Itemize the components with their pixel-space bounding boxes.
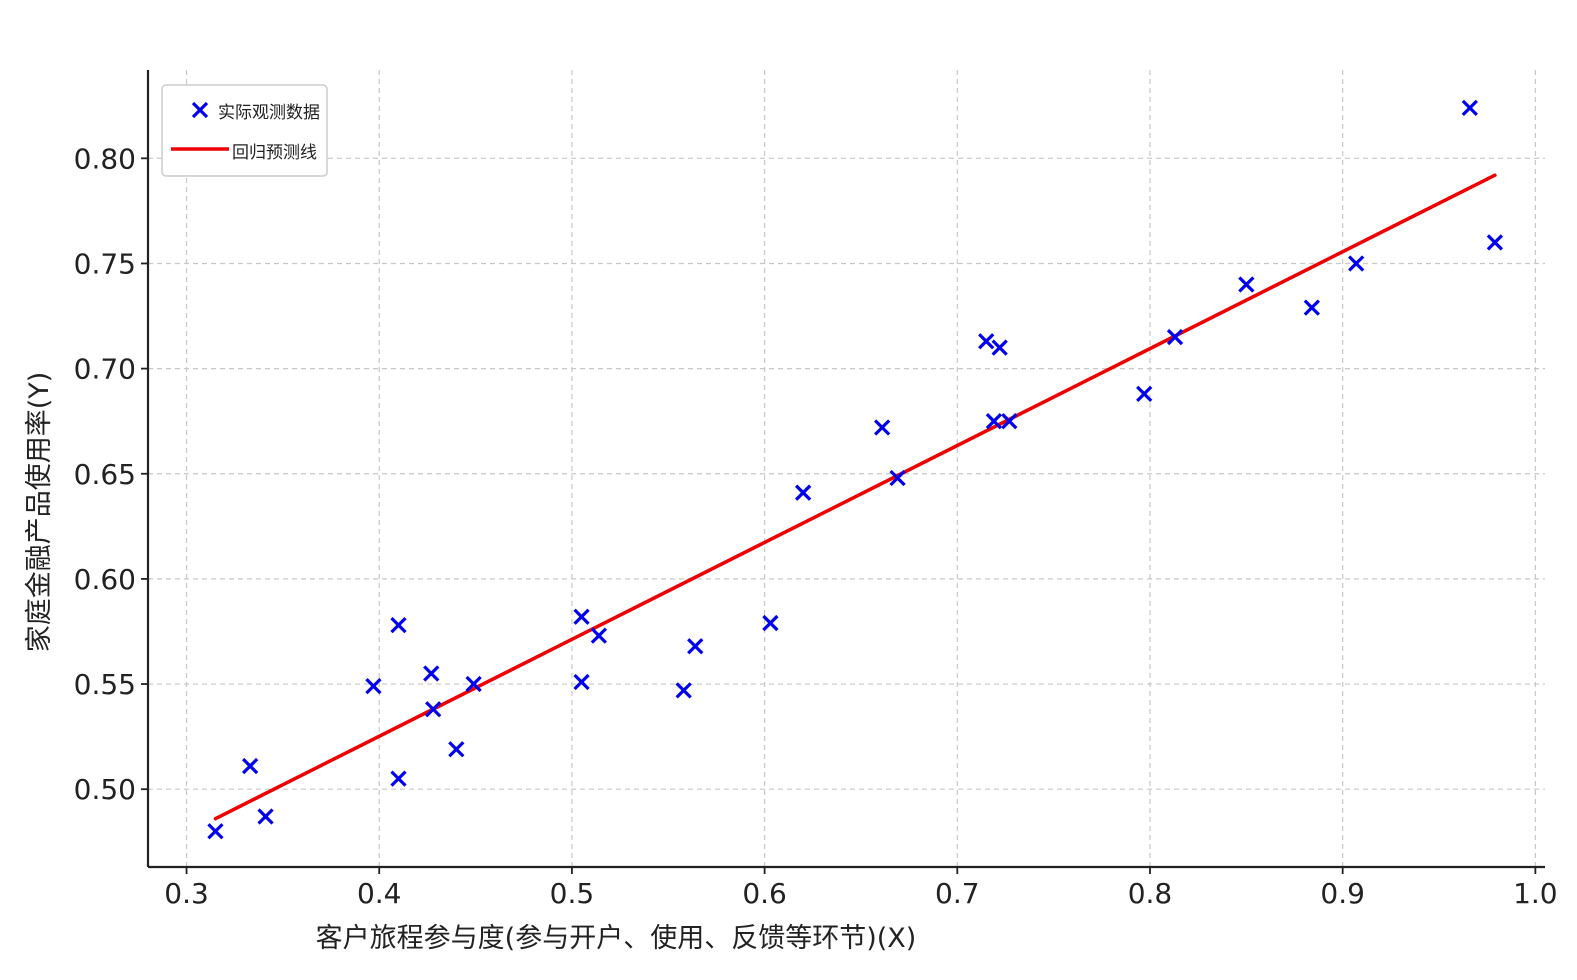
data-point-marker (590, 627, 608, 644)
data-point-marker (207, 823, 224, 840)
data-point-marker (465, 675, 482, 693)
y-tick-label: 0.70 (74, 353, 136, 386)
legend: 实际观测数据 回归预测线 (161, 84, 328, 177)
y-tick-label: 0.75 (74, 247, 136, 280)
data-point-marker (365, 678, 382, 695)
data-point-marker (687, 638, 704, 655)
x-ticks: 0.3 0.4 0.5 0.6 0.7 0.8 0.9 1.0 (164, 867, 1558, 910)
data-point-marker (978, 333, 995, 350)
data-point-marker (241, 757, 259, 775)
data-point-marker (1348, 255, 1365, 272)
x-axis-label: 客户旅程参与度(参与开户、使用、反馈等环节)(X) (316, 923, 917, 954)
data-point-marker (1238, 276, 1255, 293)
legend-label-observed: 实际观测数据 (218, 103, 320, 123)
x-tick-label: 1.0 (1513, 877, 1558, 910)
x-tick-label: 0.7 (935, 877, 980, 910)
data-point-marker (1486, 234, 1504, 251)
x-tick-label: 0.8 (1128, 877, 1173, 910)
data-point-marker (448, 741, 465, 758)
data-point-marker (991, 339, 1008, 356)
data-point-marker (889, 469, 906, 487)
y-tick-label: 0.80 (74, 142, 136, 175)
x-tick-label: 0.6 (742, 877, 787, 910)
data-point-marker (1166, 328, 1184, 346)
y-ticks: 0.50 0.55 0.60 0.65 0.70 0.75 0.80 (74, 142, 148, 806)
data-point-marker (795, 484, 812, 501)
data-point-marker (874, 419, 891, 436)
data-point-marker (425, 701, 442, 718)
data-point-marker (1001, 413, 1018, 430)
data-point-marker (1136, 385, 1153, 402)
x-tick-label: 0.4 (357, 877, 402, 910)
data-point-marker (390, 617, 407, 634)
y-axis-label: 家庭金融产品使用率(Y) (24, 372, 55, 653)
data-point-marker (573, 673, 590, 691)
y-tick-label: 0.60 (74, 563, 136, 596)
legend-marker-x-icon (191, 101, 209, 119)
regression-line-layer (213, 173, 1497, 821)
data-point-marker (675, 682, 692, 699)
y-tick-label: 0.65 (74, 458, 136, 491)
x-tick-label: 0.3 (164, 877, 209, 910)
regression-line (213, 173, 1497, 821)
data-point-marker (985, 413, 1003, 430)
x-tick-label: 0.9 (1320, 877, 1365, 910)
data-point-marker (762, 614, 779, 632)
y-tick-label: 0.55 (74, 668, 136, 701)
data-point-marker (257, 808, 274, 825)
x-tick-label: 0.5 (550, 877, 595, 910)
scatter-points-layer (207, 99, 1504, 840)
y-tick-label: 0.50 (74, 773, 136, 806)
axes (146, 70, 1545, 869)
data-point-marker (423, 665, 440, 682)
data-point-marker (390, 770, 407, 787)
data-point-marker (573, 608, 590, 625)
data-point-marker (1303, 299, 1320, 316)
grid (148, 70, 1545, 867)
data-point-marker (1461, 99, 1478, 116)
legend-label-regression: 回归预测线 (232, 143, 317, 163)
